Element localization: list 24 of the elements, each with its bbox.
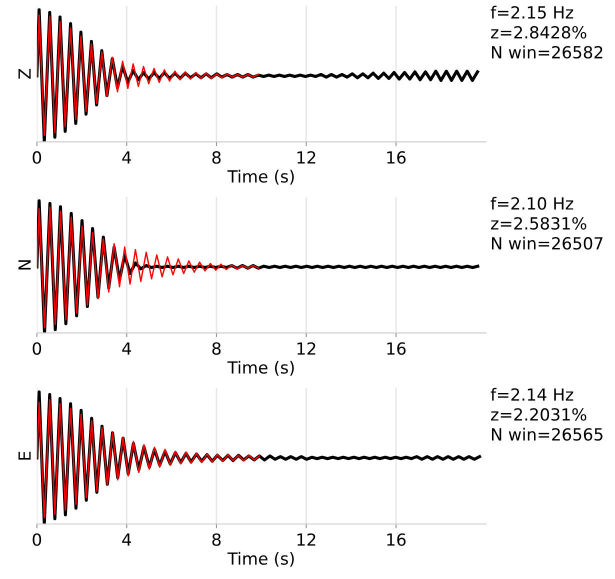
- x-tick-label: 8: [212, 533, 221, 546]
- y-axis-title: N: [18, 260, 31, 270]
- text: f=2.10 Hz z=2.5831% N win=26507: [490, 196, 602, 250]
- x-tick-label: 0: [32, 151, 42, 164]
- x-tick-label: 4: [122, 151, 132, 164]
- x-tick-label: 4: [122, 342, 132, 355]
- y-axis-title: E: [18, 452, 31, 460]
- y-axis-title: Z: [18, 68, 31, 79]
- x-tick-label: 4: [122, 534, 132, 546]
- x-tick-label: 16: [387, 342, 406, 355]
- x-tick-label: 16: [387, 533, 406, 546]
- x-axis-title: Time (s): [227, 552, 294, 567]
- x-tick-label: 8: [212, 342, 221, 355]
- x-tick-label: 12: [297, 342, 316, 355]
- text: f=2.15 Hz z=2.8428% N win=26582: [490, 6, 602, 59]
- x-tick-label: 0: [32, 342, 42, 355]
- x-tick-label: 0: [32, 533, 42, 546]
- x-tick-label: 12: [297, 533, 316, 546]
- x-tick-label: 8: [212, 151, 221, 164]
- x-axis-title: Time (s): [227, 170, 294, 185]
- text: f=2.14 Hz z=2.2031% N win=26565: [490, 388, 602, 441]
- x-axis-title: Time (s): [227, 360, 294, 376]
- x-tick-label: 16: [387, 151, 406, 164]
- x-tick-label: 12: [297, 151, 316, 164]
